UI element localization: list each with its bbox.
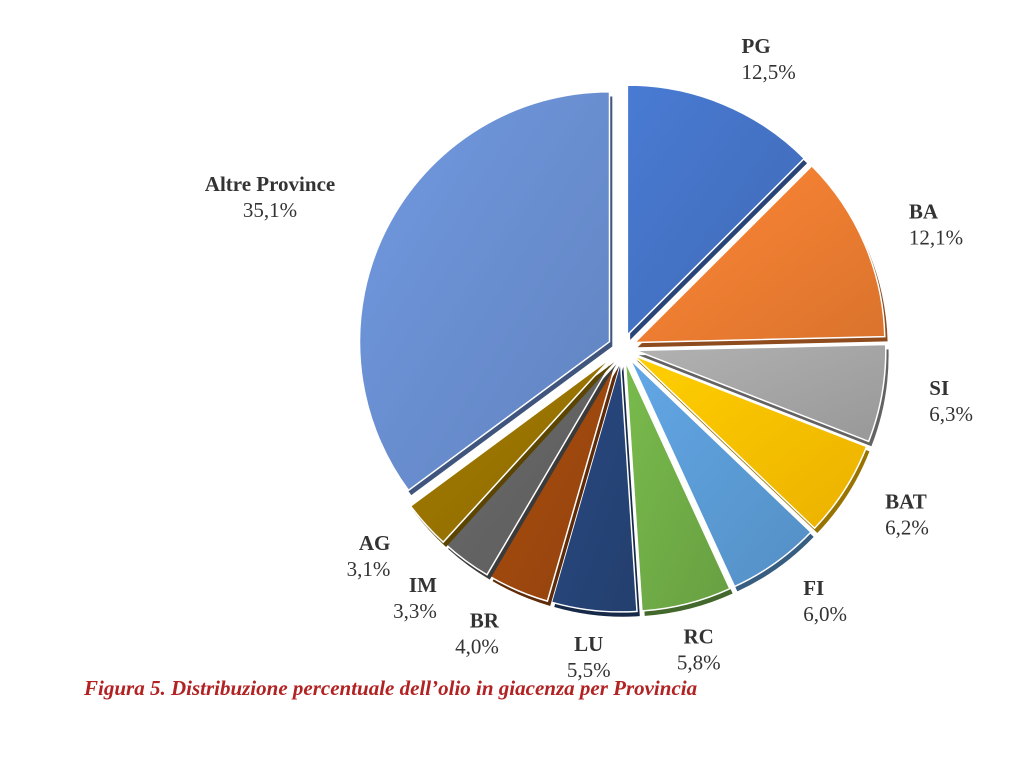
pie-slice-face-bat <box>633 354 868 530</box>
data-label-name: LU <box>574 632 603 656</box>
pie-slice-rc <box>624 361 733 616</box>
pie-slice-face-si <box>635 343 887 443</box>
pie-slice-face-ba <box>633 164 886 344</box>
data-label-value: 3,3% <box>393 599 437 623</box>
pie-slice-bat <box>633 354 870 534</box>
pie-slice-face-fi <box>629 358 812 588</box>
pie-slice-pg <box>626 84 808 340</box>
data-label-value: 3,1% <box>347 557 391 581</box>
data-label-name: RC <box>684 624 714 648</box>
data-label-name: Altre Province <box>205 172 335 196</box>
data-label-value: 12,1% <box>909 225 963 249</box>
pie-slice-altre-province <box>358 90 613 496</box>
pie-slice-lu <box>550 361 640 617</box>
data-label-altre-province: Altre Province 35,1% <box>205 172 335 222</box>
data-label-value: 4,0% <box>455 635 499 659</box>
pie-slice-face-lu <box>550 361 638 613</box>
data-label-ba: BA 12,1% <box>909 199 963 249</box>
data-label-value: 6,0% <box>803 602 847 626</box>
pie-slice-face-pg <box>626 84 806 337</box>
pie-slice-fi <box>629 358 814 592</box>
data-label-lu: LU 5,5% <box>567 632 611 682</box>
data-label-name: BA <box>909 199 939 223</box>
pie-slice-ba <box>633 164 888 348</box>
pie-slices <box>358 84 889 617</box>
data-label-pg: PG 12,5% <box>742 34 796 84</box>
data-label-rc: RC 5,8% <box>677 624 721 674</box>
data-label-name: AG <box>359 531 391 555</box>
data-label-value: 5,5% <box>567 658 611 682</box>
data-label-value: 5,8% <box>677 650 721 674</box>
pie-slice-face-ag <box>409 356 613 544</box>
data-label-si: SI 6,3% <box>929 376 973 426</box>
data-label-value: 6,3% <box>929 402 973 426</box>
data-label-ag: AG 3,1% <box>347 531 391 581</box>
data-label-value: 12,5% <box>742 60 796 84</box>
data-label-bat: BAT 6,2% <box>885 490 929 540</box>
data-label-name: IM <box>409 573 437 597</box>
data-label-name: PG <box>742 34 771 58</box>
pie-data-labels: PG 12,5% BA 12,1% SI 6,3% BAT 6,2% FI 6,0% RC 5,8% L… <box>205 34 973 682</box>
pie-slice-si <box>635 343 889 447</box>
figure-caption: Figura 5. Distribuzione percentuale dell… <box>84 676 698 700</box>
data-label-br: BR 4,0% <box>455 609 500 659</box>
data-label-name: FI <box>803 576 824 600</box>
data-label-value: 6,2% <box>885 516 929 540</box>
data-label-value: 35,1% <box>243 198 297 222</box>
data-label-im: IM 3,3% <box>393 573 437 623</box>
data-label-fi: FI 6,0% <box>803 576 847 626</box>
pie-slice-face-rc <box>624 361 731 612</box>
data-label-name: SI <box>929 376 949 400</box>
pie-slice-ag <box>409 356 615 547</box>
data-label-name: BAT <box>885 490 927 514</box>
pie-slice-face-altre-province <box>358 90 611 492</box>
data-label-name: BR <box>470 609 500 633</box>
